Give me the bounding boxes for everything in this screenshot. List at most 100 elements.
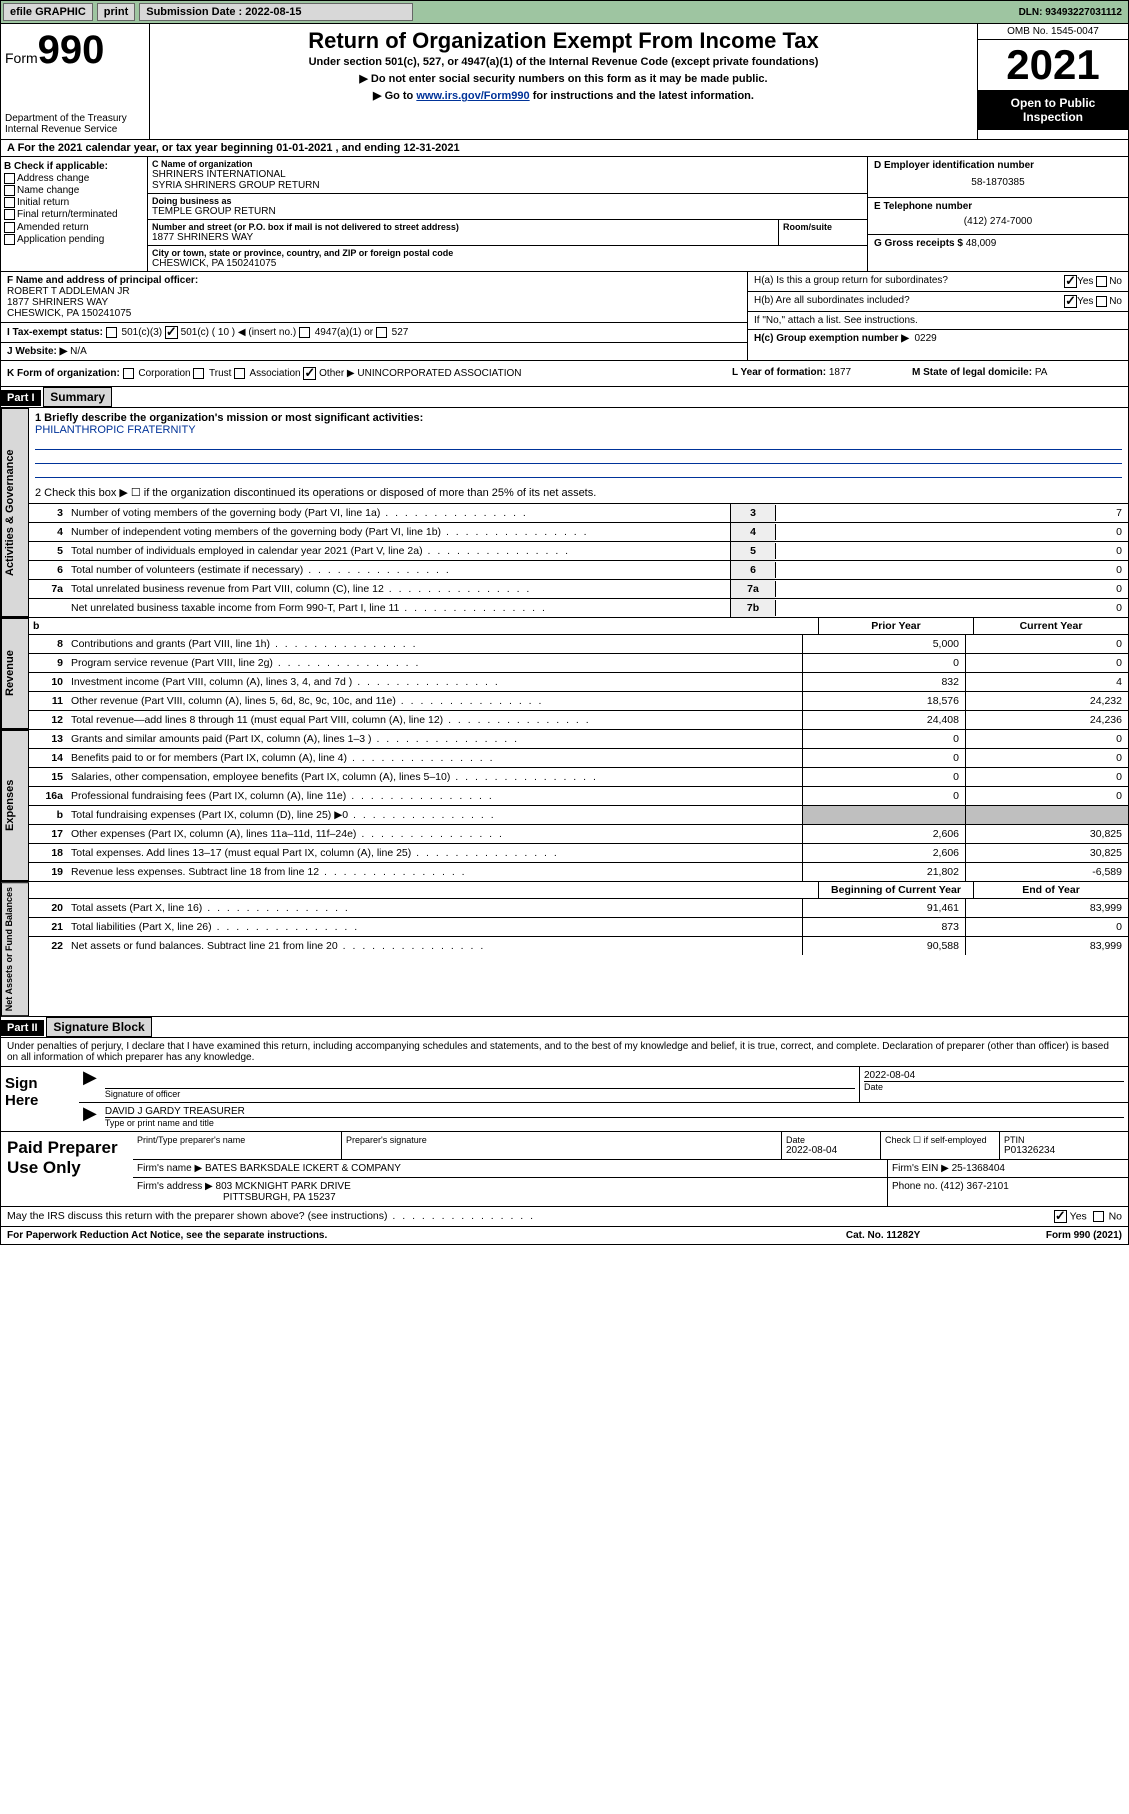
table-row: 18 Total expenses. Add lines 13–17 (must… — [29, 844, 1128, 863]
year-formation: 1877 — [829, 367, 851, 378]
form-subtitle: Under section 501(c), 527, or 4947(a)(1)… — [154, 56, 973, 68]
col-b-checkboxes: B Check if applicable: Address change Na… — [1, 157, 148, 271]
tab-net-assets: Net Assets or Fund Balances — [1, 882, 29, 1016]
net-assets-table: Net Assets or Fund Balances Beginning of… — [0, 882, 1129, 1017]
irs-link[interactable]: www.irs.gov/Form990 — [416, 90, 529, 102]
print-button[interactable]: print — [97, 3, 135, 21]
col-boy: Beginning of Current Year — [818, 882, 973, 898]
table-row: 20 Total assets (Part X, line 16) 91,461… — [29, 899, 1128, 918]
row-j-website: J Website: ▶ N/A — [1, 343, 747, 360]
state-domicile: PA — [1035, 367, 1048, 378]
col-c-org-info: C Name of organization SHRINERS INTERNAT… — [148, 157, 867, 271]
gov-line: 6 Total number of volunteers (estimate i… — [29, 561, 1128, 580]
ptin: P01326234 — [1004, 1145, 1124, 1156]
may-discuss-row: May the IRS discuss this return with the… — [0, 1207, 1129, 1227]
may-yes[interactable] — [1054, 1210, 1067, 1223]
mission: PHILANTHROPIC FRATERNITY — [35, 424, 1122, 436]
dba: TEMPLE GROUP RETURN — [152, 206, 863, 217]
chk-other[interactable] — [303, 367, 316, 380]
gov-line: 4 Number of independent voting members o… — [29, 523, 1128, 542]
gov-line: Net unrelated business taxable income fr… — [29, 599, 1128, 617]
table-row: 19 Revenue less expenses. Subtract line … — [29, 863, 1128, 881]
org-name-2: SYRIA SHRINERS GROUP RETURN — [152, 180, 863, 191]
efile-button[interactable]: efile GRAPHIC — [3, 3, 93, 21]
ssn-note: ▶ Do not enter social security numbers o… — [154, 72, 973, 85]
omb-number: OMB No. 1545-0047 — [978, 24, 1128, 40]
tab-revenue: Revenue — [1, 618, 29, 729]
col-prior-year: Prior Year — [818, 618, 973, 634]
chk-name-change[interactable] — [4, 185, 15, 196]
tab-governance: Activities & Governance — [1, 408, 29, 617]
table-row: 16a Professional fundraising fees (Part … — [29, 787, 1128, 806]
row-k: K Form of organization: Corporation Trus… — [0, 361, 1129, 387]
ein: 58-1870385 — [874, 171, 1122, 194]
table-row: 8 Contributions and grants (Part VIII, l… — [29, 635, 1128, 654]
table-row: 17 Other expenses (Part IX, column (A), … — [29, 825, 1128, 844]
chk-501c[interactable] — [165, 326, 178, 339]
may-no[interactable] — [1093, 1211, 1104, 1222]
form-header: Form990 Department of the Treasury Inter… — [0, 24, 1129, 140]
dln: DLN: 93493227031112 — [1019, 7, 1128, 18]
firm-ein: 25-1368404 — [952, 1163, 1005, 1174]
tax-year: 2021 — [978, 40, 1128, 90]
part1-header: Part I Summary — [0, 387, 1129, 408]
top-toolbar: efile GRAPHIC print Submission Date : 20… — [0, 0, 1129, 24]
table-row: 15 Salaries, other compensation, employe… — [29, 768, 1128, 787]
firm-name: BATES BARKSDALE ICKERT & COMPANY — [205, 1163, 401, 1174]
submission-date: Submission Date : 2022-08-15 — [139, 3, 413, 21]
table-row: 14 Benefits paid to or for members (Part… — [29, 749, 1128, 768]
chk-app-pending[interactable] — [4, 234, 15, 245]
governance-table: Activities & Governance 1 Briefly descri… — [0, 408, 1129, 618]
table-row: b Total fundraising expenses (Part IX, c… — [29, 806, 1128, 825]
chk-final-return[interactable] — [4, 209, 15, 220]
table-row: 12 Total revenue—add lines 8 through 11 … — [29, 711, 1128, 729]
ha-no[interactable] — [1096, 276, 1107, 287]
section-fhij: F Name and address of principal officer:… — [0, 272, 1129, 361]
gov-line: 7a Total unrelated business revenue from… — [29, 580, 1128, 599]
paid-preparer-section: Paid Preparer Use Only Print/Type prepar… — [0, 1132, 1129, 1207]
table-row: 21 Total liabilities (Part X, line 26) 8… — [29, 918, 1128, 937]
perjury-declaration: Under penalties of perjury, I declare th… — [0, 1038, 1129, 1067]
gov-line: 5 Total number of individuals employed i… — [29, 542, 1128, 561]
table-row: 11 Other revenue (Part VIII, column (A),… — [29, 692, 1128, 711]
table-row: 13 Grants and similar amounts paid (Part… — [29, 730, 1128, 749]
col-current-year: Current Year — [973, 618, 1128, 634]
page-footer: For Paperwork Reduction Act Notice, see … — [0, 1227, 1129, 1245]
chk-initial-return[interactable] — [4, 197, 15, 208]
row-i-tax-status: I Tax-exempt status: 501(c)(3) 501(c) ( … — [1, 323, 747, 343]
chk-address-change[interactable] — [4, 173, 15, 184]
city: CHESWICK, PA 150241075 — [152, 258, 863, 269]
hb-yes[interactable] — [1064, 295, 1077, 308]
firm-addr1: 803 MCKNIGHT PARK DRIVE — [216, 1181, 351, 1192]
row-a-tax-year: A For the 2021 calendar year, or tax yea… — [0, 140, 1129, 157]
dept-treasury: Department of the Treasury Internal Reve… — [5, 113, 145, 135]
prep-date: 2022-08-04 — [786, 1145, 876, 1156]
table-row: 9 Program service revenue (Part VIII, li… — [29, 654, 1128, 673]
firm-addr2: PITTSBURGH, PA 15237 — [137, 1192, 883, 1203]
expenses-table: Expenses 13 Grants and similar amounts p… — [0, 730, 1129, 882]
firm-phone: (412) 367-2101 — [940, 1181, 1008, 1192]
col-d-right: D Employer identification number 58-1870… — [867, 157, 1128, 271]
sign-here-section: Sign Here ▶ Signature of officer 2022-08… — [0, 1067, 1129, 1132]
officer-name: ROBERT T ADDLEMAN JR — [7, 286, 741, 297]
gov-line: 3 Number of voting members of the govern… — [29, 504, 1128, 523]
org-name-1: SHRINERS INTERNATIONAL — [152, 169, 863, 180]
col-eoy: End of Year — [973, 882, 1128, 898]
part2-header: Part II Signature Block — [0, 1017, 1129, 1038]
officer-signature-name: DAVID J GARDY TREASURER — [105, 1106, 1124, 1117]
table-row: 10 Investment income (Part VIII, column … — [29, 673, 1128, 692]
table-row: 22 Net assets or fund balances. Subtract… — [29, 937, 1128, 955]
chk-amended[interactable] — [4, 222, 15, 233]
tab-expenses: Expenses — [1, 730, 29, 881]
ha-yes[interactable] — [1064, 275, 1077, 288]
section-bcd: B Check if applicable: Address change Na… — [0, 157, 1129, 272]
sign-date: 2022-08-04 — [864, 1070, 1124, 1081]
revenue-table: Revenue b Prior Year Current Year 8 Cont… — [0, 618, 1129, 730]
open-inspection: Open to Public Inspection — [978, 90, 1128, 130]
form-number: Form990 — [5, 28, 145, 73]
form-title: Return of Organization Exempt From Incom… — [154, 28, 973, 54]
hb-no[interactable] — [1096, 296, 1107, 307]
gross-receipts: 48,009 — [966, 238, 997, 249]
group-exemption: 0229 — [914, 333, 936, 344]
website-note: ▶ Go to www.irs.gov/Form990 for instruct… — [154, 89, 973, 102]
